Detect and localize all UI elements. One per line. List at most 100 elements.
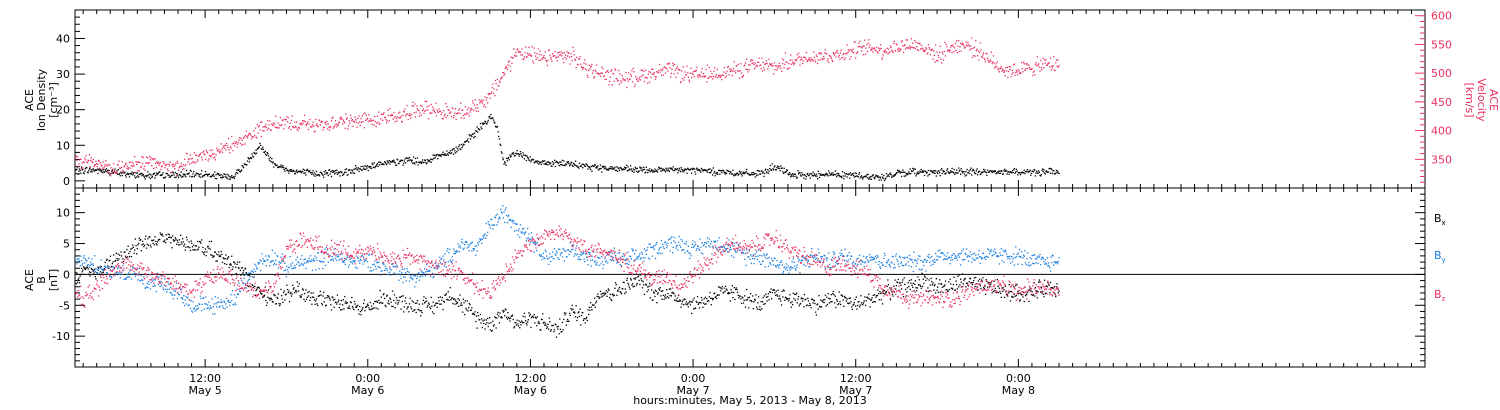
velocity-point [103, 167, 105, 169]
bx-point [454, 299, 457, 301]
bx-point [429, 306, 431, 308]
density-point [480, 126, 482, 128]
bx-point [555, 336, 558, 338]
velocity-point [578, 58, 581, 61]
density-point [219, 174, 221, 176]
density-point [1056, 171, 1058, 173]
bx-point [813, 299, 815, 301]
density-point [411, 159, 413, 161]
velocity-point [300, 123, 302, 126]
velocity-point [946, 50, 949, 52]
density-point [443, 154, 445, 156]
velocity-point [889, 51, 891, 53]
velocity-point [252, 136, 255, 138]
velocity-point [965, 44, 968, 46]
velocity-point [341, 118, 343, 120]
bx-point [168, 236, 170, 238]
bx-point [439, 303, 441, 305]
density-point [330, 175, 333, 178]
density-point [837, 174, 839, 177]
bx-point [942, 291, 944, 294]
density-point [198, 175, 200, 177]
bx-point [455, 301, 457, 303]
velocity-point [834, 52, 836, 54]
density-point [477, 131, 479, 133]
bx-point [100, 266, 102, 268]
bx-point [290, 291, 292, 294]
bx-point [578, 315, 581, 318]
density-point [108, 169, 110, 172]
bx-point [793, 298, 795, 300]
velocity-point [555, 56, 558, 58]
bx-point [272, 301, 274, 303]
bx-point [701, 299, 703, 301]
velocity-point [517, 48, 519, 50]
velocity-point [548, 49, 550, 51]
bx-point [801, 300, 804, 302]
bx-point [282, 301, 284, 304]
density-point [485, 121, 487, 123]
velocity-point [403, 110, 405, 112]
velocity-point [149, 159, 152, 161]
density-point [214, 171, 216, 173]
density-point [615, 169, 617, 171]
velocity-point [370, 118, 372, 120]
bx-point [83, 267, 85, 269]
density-point [992, 170, 995, 172]
bx-point [223, 258, 225, 260]
velocity-point [692, 73, 694, 76]
velocity-point [871, 47, 873, 49]
velocity-point [717, 77, 719, 79]
velocity-point [319, 124, 321, 126]
velocity-point [948, 49, 950, 51]
density-point [407, 157, 409, 160]
velocity-point [199, 153, 201, 156]
density-point [782, 171, 784, 173]
velocity-point [665, 67, 667, 69]
velocity-point [530, 55, 533, 57]
density-point [595, 167, 597, 169]
velocity-point [456, 113, 458, 115]
bx-point [196, 249, 198, 251]
bx-point [609, 293, 611, 295]
bx-point [88, 273, 90, 275]
velocity-point [170, 171, 172, 174]
density-point [968, 170, 970, 172]
velocity-point [529, 53, 531, 55]
density-point [894, 174, 896, 177]
velocity-point [661, 70, 663, 72]
density-point [183, 175, 185, 177]
velocity-point [296, 128, 298, 130]
velocity-point [740, 72, 743, 74]
bx-point [893, 285, 895, 287]
bx-point [378, 299, 380, 302]
velocity-point [888, 52, 890, 54]
bx-point [412, 310, 414, 312]
velocity-point [395, 118, 398, 120]
density-point [573, 163, 575, 165]
velocity-point [531, 46, 533, 48]
bx-point [545, 324, 547, 326]
density-point [431, 159, 434, 161]
density-point [848, 173, 850, 175]
velocity-point [1022, 71, 1024, 73]
bx-point [81, 271, 83, 273]
density-point [893, 174, 895, 176]
density-point [769, 168, 771, 170]
velocity-point [988, 61, 991, 63]
bx-point [98, 267, 100, 269]
density-point [414, 163, 416, 165]
bx-point [606, 295, 608, 297]
bx-point [681, 303, 683, 305]
density-point [380, 161, 382, 164]
density-point [344, 171, 346, 173]
velocity-point [247, 135, 249, 137]
velocity-point [347, 125, 350, 127]
bx-point [227, 257, 229, 259]
density-point [843, 178, 845, 180]
bx-point [397, 301, 400, 304]
density-point [776, 167, 778, 169]
density-point [424, 159, 426, 161]
density-point [521, 155, 523, 157]
velocity-point [157, 162, 159, 165]
